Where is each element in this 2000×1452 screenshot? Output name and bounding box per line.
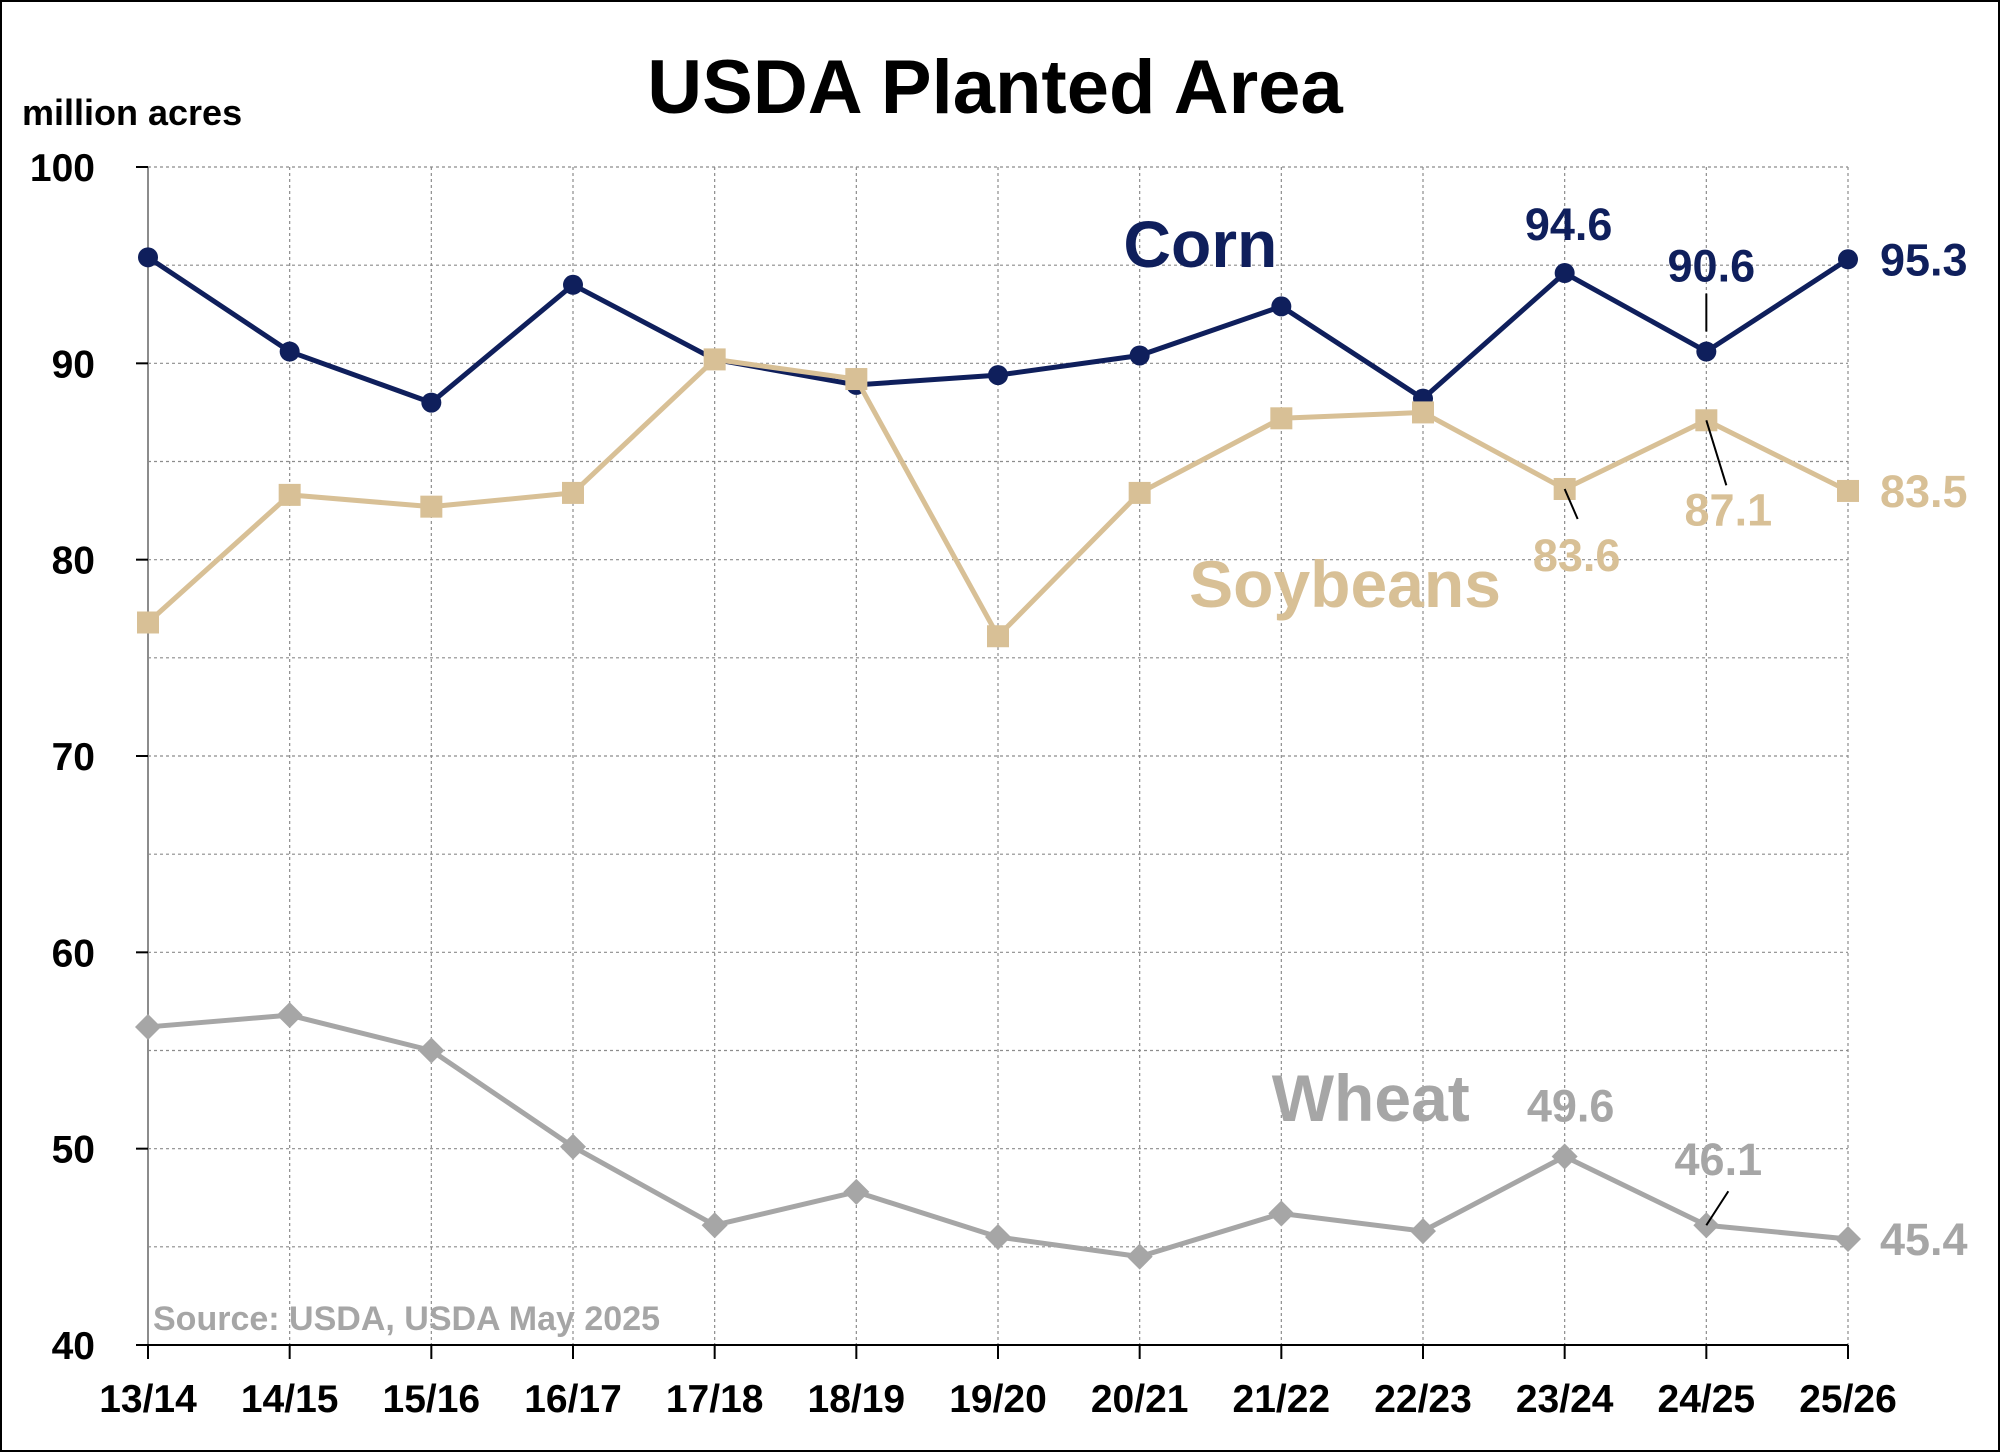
x-tick-label: 21/22 bbox=[1233, 1378, 1331, 1421]
soybeans-label-leader bbox=[1705, 419, 1728, 486]
soybeans-point bbox=[562, 481, 584, 504]
soybeans-point bbox=[703, 348, 726, 371]
soybeans-point bbox=[1837, 479, 1859, 502]
x-tick-label: 16/17 bbox=[524, 1378, 622, 1421]
wheat-point bbox=[560, 1133, 586, 1160]
y-tick-label: 40 bbox=[52, 1325, 95, 1368]
chart-title: USDA Planted Area bbox=[647, 45, 1343, 130]
wheat-point bbox=[1835, 1225, 1861, 1252]
axes: 40 50 60 70 80 90 100 13/14 14/15 15/16 16/17 17/18… bbox=[30, 147, 1897, 1421]
x-tick-label: 25/26 bbox=[1799, 1378, 1897, 1421]
soybeans-series-label: Soybeans bbox=[1189, 547, 1501, 621]
wheat-point bbox=[1268, 1200, 1295, 1227]
y-tick-label: 80 bbox=[52, 540, 95, 583]
corn-point bbox=[988, 365, 1008, 386]
corn-point bbox=[563, 274, 583, 295]
soybeans-point bbox=[845, 368, 868, 391]
x-tick-label: 20/21 bbox=[1091, 1378, 1189, 1421]
soybeans-label-leader bbox=[1563, 488, 1579, 520]
wheat-point bbox=[701, 1212, 728, 1239]
x-tick-label: 13/14 bbox=[99, 1378, 197, 1421]
soybeans-data-label: 83.6 bbox=[1533, 530, 1621, 581]
soybeans-point bbox=[137, 611, 159, 634]
wheat-point bbox=[135, 1013, 161, 1040]
corn-data-label: 95.3 bbox=[1880, 234, 1968, 285]
soybeans-point bbox=[278, 483, 301, 506]
soybeans-data-label: 87.1 bbox=[1685, 484, 1773, 535]
corn-point bbox=[138, 247, 158, 268]
x-tick-label: 15/16 bbox=[383, 1378, 481, 1421]
wheat-point bbox=[985, 1224, 1011, 1251]
wheat-data-label: 45.4 bbox=[1880, 1214, 1968, 1265]
soybeans-data-label: 83.5 bbox=[1880, 466, 1968, 517]
y-tick-label: 60 bbox=[52, 932, 95, 975]
x-tick-label: 19/20 bbox=[949, 1378, 1047, 1421]
corn-point bbox=[1271, 296, 1292, 317]
corn-series-label: Corn bbox=[1123, 207, 1277, 281]
wheat-point bbox=[1410, 1218, 1436, 1245]
soybeans-point bbox=[1128, 481, 1151, 504]
y-tick-label: 70 bbox=[52, 736, 95, 779]
y-tick-label: 50 bbox=[52, 1129, 95, 1172]
x-tick-label: 18/19 bbox=[808, 1378, 906, 1421]
corn-data-label: 90.6 bbox=[1668, 241, 1756, 292]
corn-point bbox=[421, 392, 442, 413]
labels-layer: Corn 94.6 90.6 95.3 Soybeans 83.6 87.1 83.5 Whea… bbox=[1123, 199, 1967, 1265]
wheat-point bbox=[418, 1037, 445, 1064]
soybeans-point bbox=[1412, 401, 1434, 424]
x-tick-label: 17/18 bbox=[666, 1378, 764, 1421]
corn-point bbox=[1838, 249, 1858, 270]
x-tick-label: 14/15 bbox=[241, 1378, 339, 1421]
wheat-data-label: 46.1 bbox=[1675, 1134, 1763, 1185]
wheat-label-leader bbox=[1705, 1190, 1730, 1226]
corn-point bbox=[1696, 341, 1717, 362]
source-note: Source: USDA, USDA May 2025 bbox=[153, 1300, 660, 1338]
y-tick-label: 100 bbox=[30, 147, 95, 190]
corn-point bbox=[1554, 263, 1575, 284]
wheat-point bbox=[843, 1178, 870, 1205]
corn-point bbox=[1129, 345, 1150, 366]
soybeans-point bbox=[987, 625, 1009, 648]
wheat-series-label: Wheat bbox=[1272, 1061, 1470, 1135]
wheat-data-label: 49.6 bbox=[1527, 1081, 1615, 1132]
x-tick-label: 23/24 bbox=[1516, 1378, 1614, 1421]
wheat-point bbox=[276, 1002, 303, 1029]
x-tick-label: 22/23 bbox=[1374, 1378, 1472, 1421]
corn-point bbox=[279, 341, 300, 362]
soybeans-point bbox=[420, 495, 443, 518]
x-tick-label: 24/25 bbox=[1658, 1378, 1756, 1421]
corn-data-label: 94.6 bbox=[1525, 199, 1613, 250]
wheat-point bbox=[1551, 1143, 1578, 1170]
wheat-point bbox=[1126, 1243, 1153, 1270]
soybeans-point bbox=[1270, 407, 1293, 430]
y-tick-label: 90 bbox=[52, 343, 95, 386]
y-axis-unit-label: million acres bbox=[22, 92, 242, 133]
